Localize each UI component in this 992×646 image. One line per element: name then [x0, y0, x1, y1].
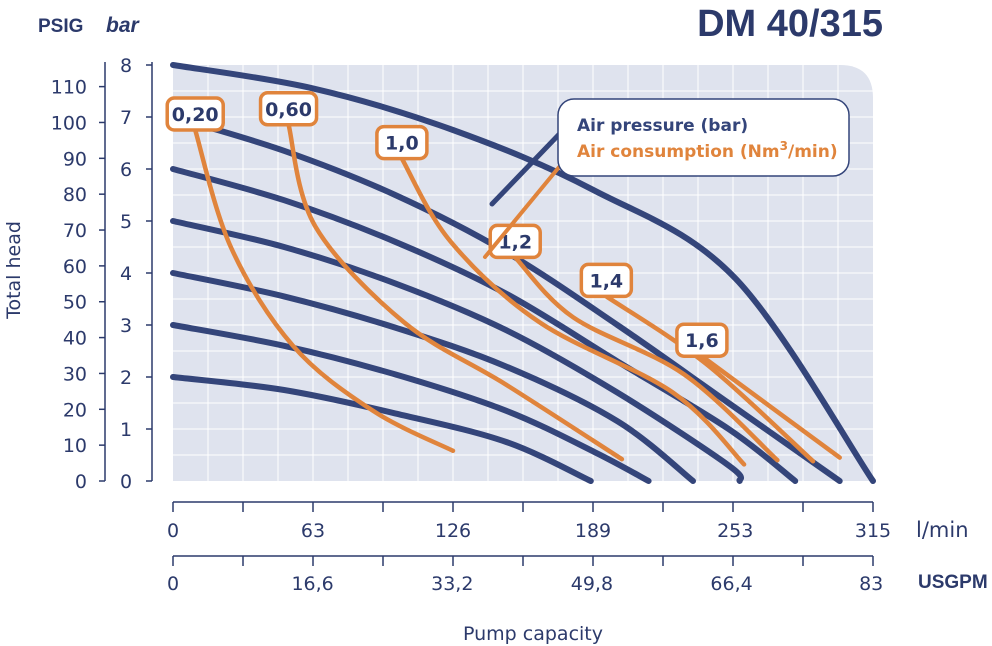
- air-pressure-curve: [170, 62, 876, 484]
- lmin-tick-label: 253: [717, 520, 753, 542]
- air-consumption-curve: [399, 156, 747, 467]
- psig-tick-label: 50: [63, 292, 87, 314]
- legend-box: [557, 98, 850, 177]
- consumption-flag-box: [675, 322, 729, 358]
- legend-air-consumption-prefix: Air consumption (Nm: [577, 142, 780, 162]
- psig-tick-label: 30: [63, 363, 87, 385]
- air-consumption-curve: [286, 122, 625, 462]
- bar-unit-label: bar: [106, 14, 141, 37]
- lmin-tick-label: 315: [855, 520, 891, 542]
- consumption-flag: 1,0: [375, 124, 429, 161]
- usgpm-tick-label: 83: [859, 573, 883, 595]
- bar-tick-label: 8: [120, 55, 132, 77]
- consumption-flag-box: [165, 96, 225, 132]
- consumption-flag: 0,20: [165, 96, 225, 132]
- air-pressure-curve: [170, 322, 652, 484]
- bar-tick-label: 6: [120, 159, 132, 181]
- psig-tick-label: 10: [63, 435, 87, 457]
- consumption-flag-label: 1,6: [685, 330, 719, 352]
- lmin-tick-label: 189: [575, 520, 611, 542]
- legend-consumption-leader: [483, 153, 571, 259]
- consumption-flag-box: [375, 124, 429, 161]
- bar-tick-label: 0: [120, 471, 132, 493]
- consumption-flag: 1,4: [579, 262, 634, 299]
- usgpm-tick-label: 16,6: [291, 573, 333, 595]
- legend-air-consumption: Air consumption (Nm3/min): [577, 139, 838, 162]
- air-consumption-curves: [192, 122, 842, 467]
- chart-title: DM 40/315: [697, 3, 883, 45]
- usgpm-tick-label: 66,4: [710, 573, 752, 595]
- lmin-tick-label: 126: [435, 520, 471, 542]
- x-unit-lmin: l/min: [916, 518, 969, 542]
- air-pressure-curve: [170, 374, 594, 484]
- consumption-flag-label: 1,2: [498, 231, 532, 253]
- axes: [99, 62, 874, 566]
- consumption-flag-label: 0,20: [172, 104, 219, 126]
- consumption-flags: 0,20 0,60 1,0 1,2 1,4 1,6: [165, 91, 729, 358]
- bar-tick-label: 7: [120, 107, 132, 129]
- usgpm-tick-label: 33,2: [431, 573, 473, 595]
- psig-tick-label: 80: [63, 184, 87, 206]
- psig-tick-label: 20: [63, 399, 87, 421]
- legend: Air pressure (bar) Air consumption (Nm3/…: [483, 98, 850, 259]
- air-pressure-curve: [170, 166, 799, 484]
- x-axis-title: Pump capacity: [463, 623, 603, 645]
- psig-tick-label: 100: [51, 112, 87, 134]
- psig-tick-label: 0: [75, 471, 87, 493]
- bar-tick-label: 1: [120, 419, 132, 441]
- air-consumption-curve: [604, 294, 816, 464]
- x-unit-usgpm: USGPM: [918, 572, 988, 593]
- x-tick-labels: 0 63 126 189 253 315 0 16,6 33,2 49,8 66,4 83: [167, 520, 891, 595]
- consumption-flag-box: [579, 262, 634, 299]
- consumption-flag: 0,60: [258, 91, 319, 127]
- consumption-flag-label: 1,4: [589, 270, 623, 292]
- lmin-tick-label: 63: [301, 520, 325, 542]
- air-consumption-curve: [192, 127, 456, 454]
- air-consumption-curve: [512, 255, 780, 463]
- bar-tick-label: 5: [120, 211, 132, 233]
- psig-tick-label: 90: [63, 148, 87, 170]
- bar-tick-label: 3: [120, 315, 132, 337]
- legend-pressure-leader: [489, 121, 572, 207]
- bar-tick-label: 4: [120, 263, 132, 285]
- bar-tick-label: 2: [120, 367, 132, 389]
- psig-unit-label: PSIG: [38, 16, 83, 37]
- y-axis-title: Total head: [3, 221, 25, 320]
- legend-air-consumption-suffix: /min): [788, 142, 838, 162]
- psig-tick-label: 110: [51, 77, 87, 99]
- psig-tick-label: 40: [63, 328, 87, 350]
- usgpm-tick-label: 0: [167, 573, 179, 595]
- consumption-flag: 1,6: [675, 322, 729, 358]
- consumption-flag-label: 1,0: [385, 133, 419, 155]
- consumption-flag-box: [258, 91, 319, 127]
- air-pressure-curve: [170, 270, 696, 484]
- legend-air-consumption-sup: 3: [780, 139, 788, 153]
- lmin-tick-label: 0: [167, 520, 179, 542]
- psig-tick-label: 70: [63, 220, 87, 242]
- psig-tick-label: 60: [63, 256, 87, 278]
- air-pressure-curve: [170, 218, 744, 484]
- usgpm-tick-label: 49,8: [571, 573, 613, 595]
- consumption-flag-label: 0,60: [265, 99, 312, 121]
- legend-air-pressure: Air pressure (bar): [577, 116, 748, 136]
- air-consumption-curve: [699, 353, 842, 460]
